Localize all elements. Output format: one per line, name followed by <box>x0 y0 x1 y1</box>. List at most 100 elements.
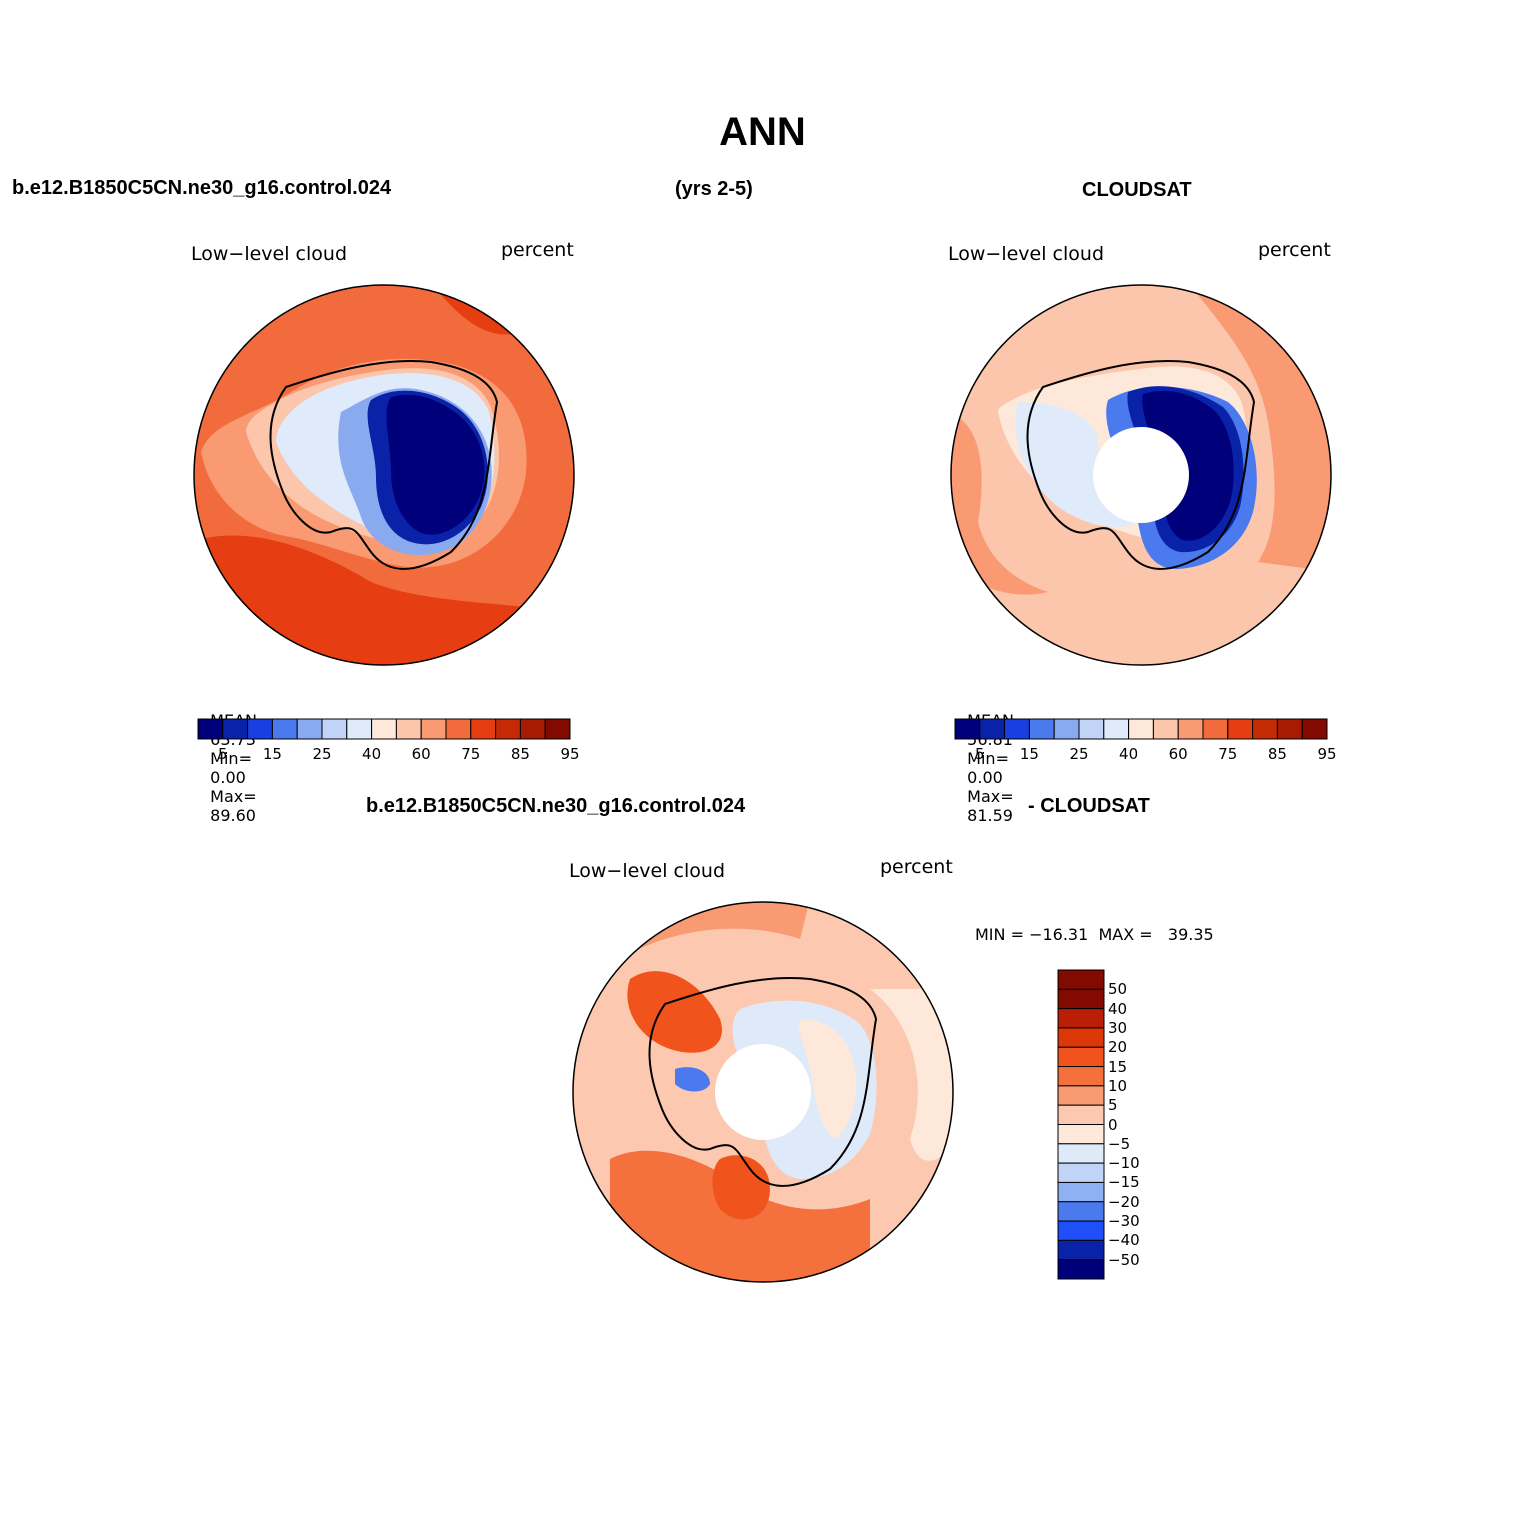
colorbar-swatch <box>470 718 497 740</box>
colorbar-tick-label: 10 <box>1108 1076 1128 1095</box>
colorbar-tick-label: 85 <box>510 745 530 763</box>
colorbar-tick-label: −50 <box>1108 1250 1140 1269</box>
colorbar-tick-label: 5 <box>1108 1096 1118 1115</box>
colorbar-swatch <box>1103 718 1130 740</box>
colorbar-tick-label: 50 <box>1108 980 1128 999</box>
colorbar-swatch <box>1057 969 1105 990</box>
colorbar-swatch <box>395 718 422 740</box>
panel1-max-label: Max= <box>210 787 257 806</box>
colorbar-swatch <box>1057 1027 1105 1048</box>
panel1-min-value: 0.00 <box>210 768 246 787</box>
panel2-min-value: 0.00 <box>967 768 1003 787</box>
colorbar-swatch <box>1057 1046 1105 1068</box>
colorbar-swatch <box>1057 1162 1105 1183</box>
years-header: (yrs 2-5) <box>675 178 753 200</box>
colorbar-swatch <box>1202 718 1229 740</box>
diff-model-header: b.e12.B1850C5CN.ne30_g16.control.024 <box>366 795 746 817</box>
colorbar-tick-label: 5 <box>975 745 985 763</box>
colorbar-swatch <box>371 718 397 740</box>
colorbar-swatch <box>1004 718 1030 740</box>
colorbar-swatch <box>1053 718 1080 740</box>
diff-colorbar-labels: 50 40 30 20 15 10 5 0 −5 −10 −15 −20 −30 −40 −50 <box>1108 970 1168 1279</box>
antarctica-coastline <box>1026 360 1256 570</box>
colorbar-tick-label: 85 <box>1267 745 1287 763</box>
panel2-colorbar <box>954 718 1328 740</box>
colorbar-swatch <box>1057 1008 1105 1029</box>
colorbar-swatch <box>247 718 273 740</box>
map-boundary <box>572 901 954 1283</box>
colorbar-swatch <box>1078 718 1105 740</box>
colorbar-tick-label: 25 <box>1069 745 1089 763</box>
colorbar-tick-label: 75 <box>461 745 481 763</box>
colorbar-swatch <box>222 718 249 740</box>
colorbar-tick-label: −40 <box>1108 1231 1140 1250</box>
colorbar-swatch <box>1057 1066 1105 1087</box>
panel1-units-label: percent <box>501 239 574 261</box>
colorbar-tick-label: −15 <box>1108 1173 1140 1192</box>
colorbar-swatch <box>321 718 348 740</box>
diff-variable-label: Low−level cloud <box>569 860 726 882</box>
colorbar-tick-label: 5 <box>218 745 228 763</box>
panel2-variable-label: Low−level cloud <box>948 243 1105 265</box>
diff-units-label: percent <box>880 856 953 878</box>
colorbar-tick-label: 95 <box>560 745 580 763</box>
colorbar-tick-label: −30 <box>1108 1212 1140 1231</box>
model-polar-map <box>193 284 575 666</box>
colorbar-swatch <box>954 718 981 740</box>
colorbar-tick-label: 25 <box>312 745 332 763</box>
field-neg20-patch <box>675 1067 710 1092</box>
colorbar-swatch <box>346 718 373 740</box>
panel2-units-label: percent <box>1258 239 1331 261</box>
figure-title: ANN <box>719 110 806 154</box>
colorbar-swatch <box>1057 1085 1105 1106</box>
colorbar-tick-label: 40 <box>1108 999 1128 1018</box>
diff-colorbar <box>1057 969 1105 1280</box>
colorbar-swatch <box>1128 718 1154 740</box>
colorbar-swatch <box>445 718 472 740</box>
field-5-interior <box>798 1019 857 1139</box>
colorbar-swatch <box>1057 988 1105 1010</box>
panel2-min-label: Min= <box>967 749 1009 768</box>
colorbar-tick-label: 15 <box>1108 1057 1128 1076</box>
colorbar-swatch <box>1057 1104 1105 1125</box>
colorbar-tick-label: 15 <box>262 745 282 763</box>
missing-data-hole <box>715 1044 811 1140</box>
colorbar-swatch <box>544 718 571 740</box>
colorbar-tick-label: −5 <box>1108 1134 1131 1153</box>
colorbar-tick-label: 40 <box>362 745 382 763</box>
colorbar-swatch <box>979 718 1006 740</box>
colorbar-tick-label: 75 <box>1218 745 1238 763</box>
panel1-variable-label: Low−level cloud <box>191 243 348 265</box>
colorbar-swatch <box>519 718 546 740</box>
colorbar-swatch <box>1057 1201 1105 1222</box>
field-75-west <box>951 412 1048 595</box>
diff-minmax-text: MIN = −16.31 MAX = 39.35 <box>975 925 1214 944</box>
panel1-max-value: 89.60 <box>210 806 256 825</box>
colorbar-swatch <box>1057 1124 1105 1145</box>
colorbar-tick-label: 0 <box>1108 1115 1118 1134</box>
colorbar-tick-label: 15 <box>1019 745 1039 763</box>
colorbar-swatch <box>197 718 224 740</box>
panel1-colorbar <box>197 718 571 740</box>
colorbar-swatch <box>1152 718 1179 740</box>
obs-header: CLOUDSAT <box>1082 179 1192 201</box>
diff-obs-header: - CLOUDSAT <box>1028 795 1150 817</box>
colorbar-tick-label: 30 <box>1108 1018 1128 1037</box>
colorbar-swatch <box>1276 718 1303 740</box>
colorbar-swatch <box>1057 1259 1105 1280</box>
field-5-east <box>870 989 953 1161</box>
missing-data-hole <box>1093 427 1189 523</box>
colorbar-swatch <box>1057 1220 1105 1241</box>
colorbar-tick-label: 60 <box>411 745 431 763</box>
colorbar-swatch <box>1177 718 1204 740</box>
colorbar-swatch <box>271 718 298 740</box>
colorbar-tick-label: 60 <box>1168 745 1188 763</box>
colorbar-tick-label: 40 <box>1119 745 1139 763</box>
colorbar-swatch <box>495 718 521 740</box>
difference-polar-map <box>572 901 954 1283</box>
field-core-5 <box>386 394 485 535</box>
colorbar-swatch <box>420 718 447 740</box>
colorbar-tick-label: 20 <box>1108 1038 1128 1057</box>
panel1-min-label: Min= <box>210 749 252 768</box>
map-boundary <box>950 284 1332 666</box>
